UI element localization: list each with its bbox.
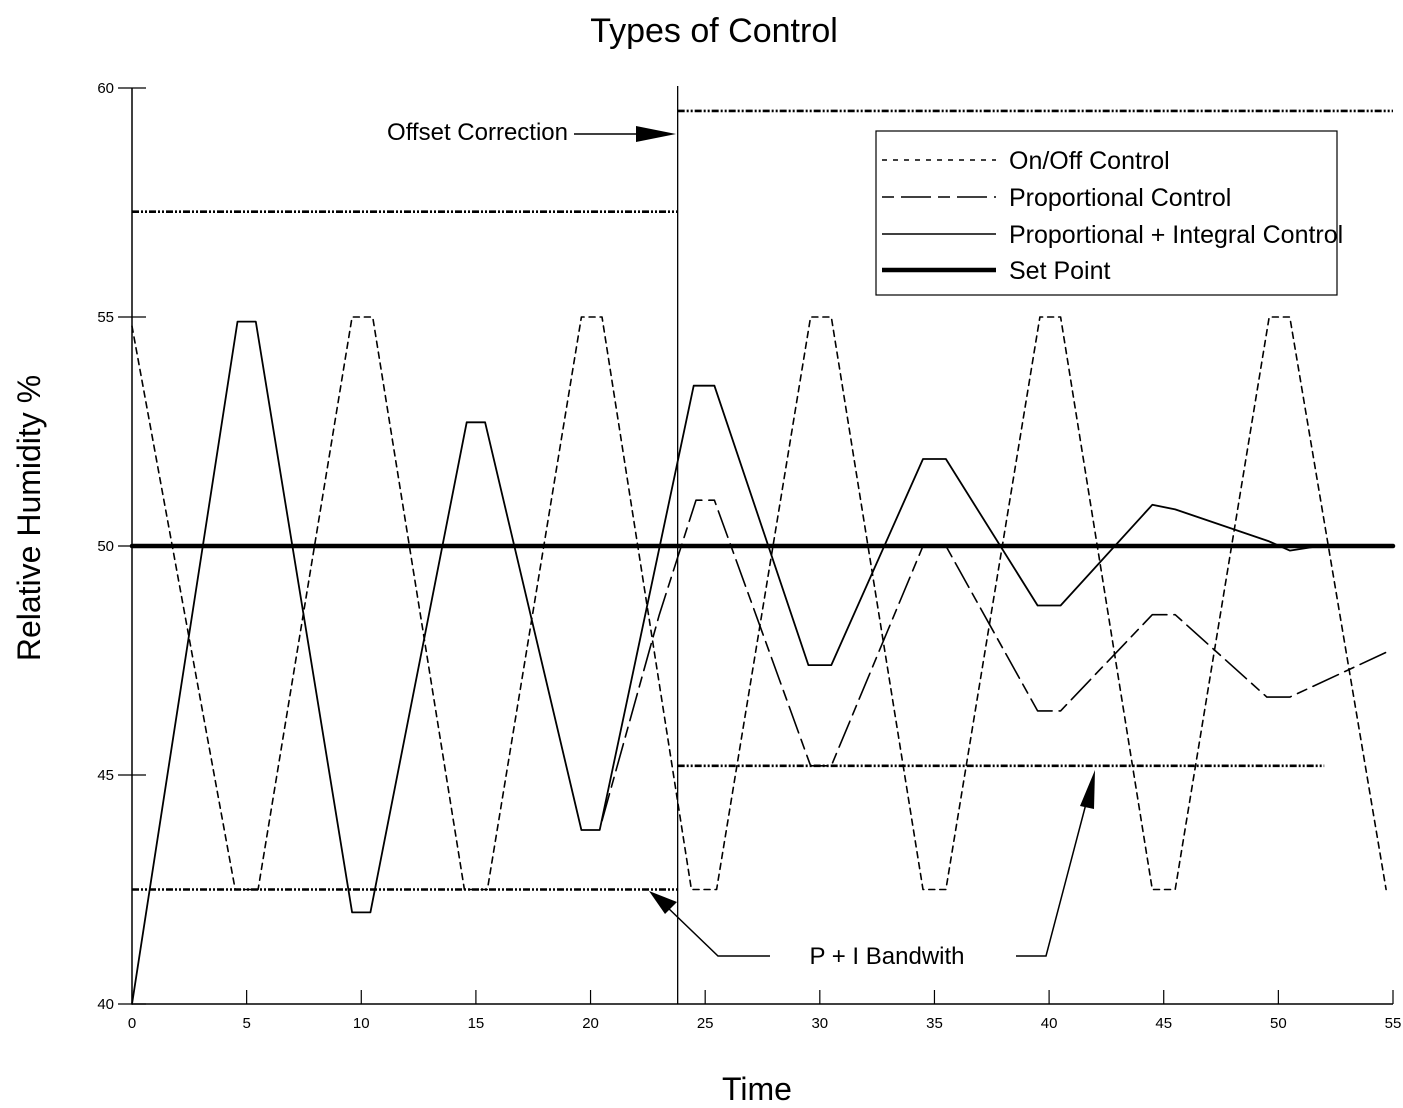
legend: On/Off Control Proportional Control Prop… — [875, 130, 1343, 296]
x-tick-label: 25 — [697, 1015, 714, 1032]
x-tick-label: 40 — [1041, 1015, 1058, 1032]
offset-correction-label: Offset Correction — [387, 119, 568, 146]
y-axis-label: Relative Humidity % — [11, 375, 47, 661]
y-tick-label: 55 — [97, 309, 114, 326]
legend-label-onoff: On/Off Control — [1009, 147, 1170, 175]
series-proportional-control — [601, 499, 1390, 822]
y-tick-label: 40 — [97, 996, 114, 1013]
chart-title: Types of Control — [590, 12, 838, 50]
x-tick-label: 50 — [1270, 1015, 1287, 1032]
x-tick-label: 5 — [242, 1015, 250, 1032]
legend-label-pi: Proportional + Integral Control — [1009, 221, 1343, 249]
x-tick-label: 0 — [128, 1015, 136, 1032]
x-tick-label: 20 — [582, 1015, 599, 1032]
x-tick-label: 30 — [811, 1015, 828, 1032]
x-tick-label: 10 — [353, 1015, 370, 1032]
y-axis-ticks: 40 45 50 55 60 — [97, 80, 146, 1013]
y-tick-label: 60 — [97, 80, 114, 97]
legend-label-proportional: Proportional Control — [1009, 184, 1231, 212]
y-tick-label: 50 — [97, 538, 114, 555]
series-pi-control — [131, 320, 1321, 1005]
x-tick-label: 55 — [1385, 1015, 1402, 1032]
bandwidth-label: P + I Bandwith — [810, 943, 965, 970]
bandwidth-arrow-head-right — [1080, 770, 1095, 809]
y-tick-label: 45 — [97, 767, 114, 784]
x-tick-label: 45 — [1155, 1015, 1172, 1032]
series-onoff-control — [131, 316, 1387, 891]
bandwidth-leader-right — [1016, 799, 1088, 957]
legend-box — [875, 130, 1338, 296]
legend-label-setpoint: Set Point — [1009, 257, 1111, 285]
series-group — [129, 316, 1396, 1005]
bandwidth-lines — [132, 109, 1393, 891]
x-tick-label: 35 — [926, 1015, 943, 1032]
bandwidth-arrow-head-left — [649, 891, 677, 914]
x-axis-ticks: 0 5 10 15 20 25 30 35 40 45 50 55 — [128, 990, 1402, 1032]
bandwidth-leader-left — [664, 904, 770, 957]
offset-correction-arrow-head — [636, 126, 676, 142]
x-axis-label: Time — [722, 1071, 792, 1107]
x-tick-label: 15 — [468, 1015, 485, 1032]
